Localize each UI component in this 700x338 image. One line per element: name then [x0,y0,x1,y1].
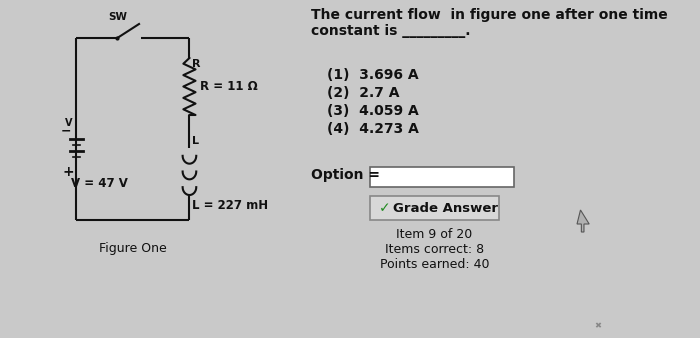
Text: Points earned: 40: Points earned: 40 [379,258,489,271]
Text: L: L [192,136,199,146]
Text: Figure One: Figure One [99,242,167,255]
Text: Item 9 of 20: Item 9 of 20 [396,228,473,241]
Text: R = 11 Ω: R = 11 Ω [200,80,258,93]
Text: (2)  2.7 A: (2) 2.7 A [327,86,399,100]
Text: Grade Answer: Grade Answer [393,201,498,215]
FancyBboxPatch shape [370,167,514,187]
Text: ✖: ✖ [594,321,601,330]
Text: R: R [192,59,200,69]
Text: The current flow  in figure one after one time: The current flow in figure one after one… [311,8,668,22]
Text: (1)  3.696 A: (1) 3.696 A [327,68,419,82]
Text: Option =: Option = [311,168,385,182]
Text: SW: SW [108,12,127,22]
Text: −: − [61,124,71,138]
Text: Items correct: 8: Items correct: 8 [385,243,484,256]
Text: constant is _________.: constant is _________. [311,24,470,38]
Text: +: + [62,165,74,179]
Text: (3)  4.059 A: (3) 4.059 A [327,104,419,118]
Polygon shape [577,210,589,232]
Text: ✓: ✓ [379,201,391,215]
Text: V = 47 V: V = 47 V [71,177,128,190]
Text: (4)  4.273 A: (4) 4.273 A [327,122,419,136]
Text: V: V [65,118,73,128]
Text: L = 227 mH: L = 227 mH [192,199,268,212]
FancyBboxPatch shape [370,196,499,220]
